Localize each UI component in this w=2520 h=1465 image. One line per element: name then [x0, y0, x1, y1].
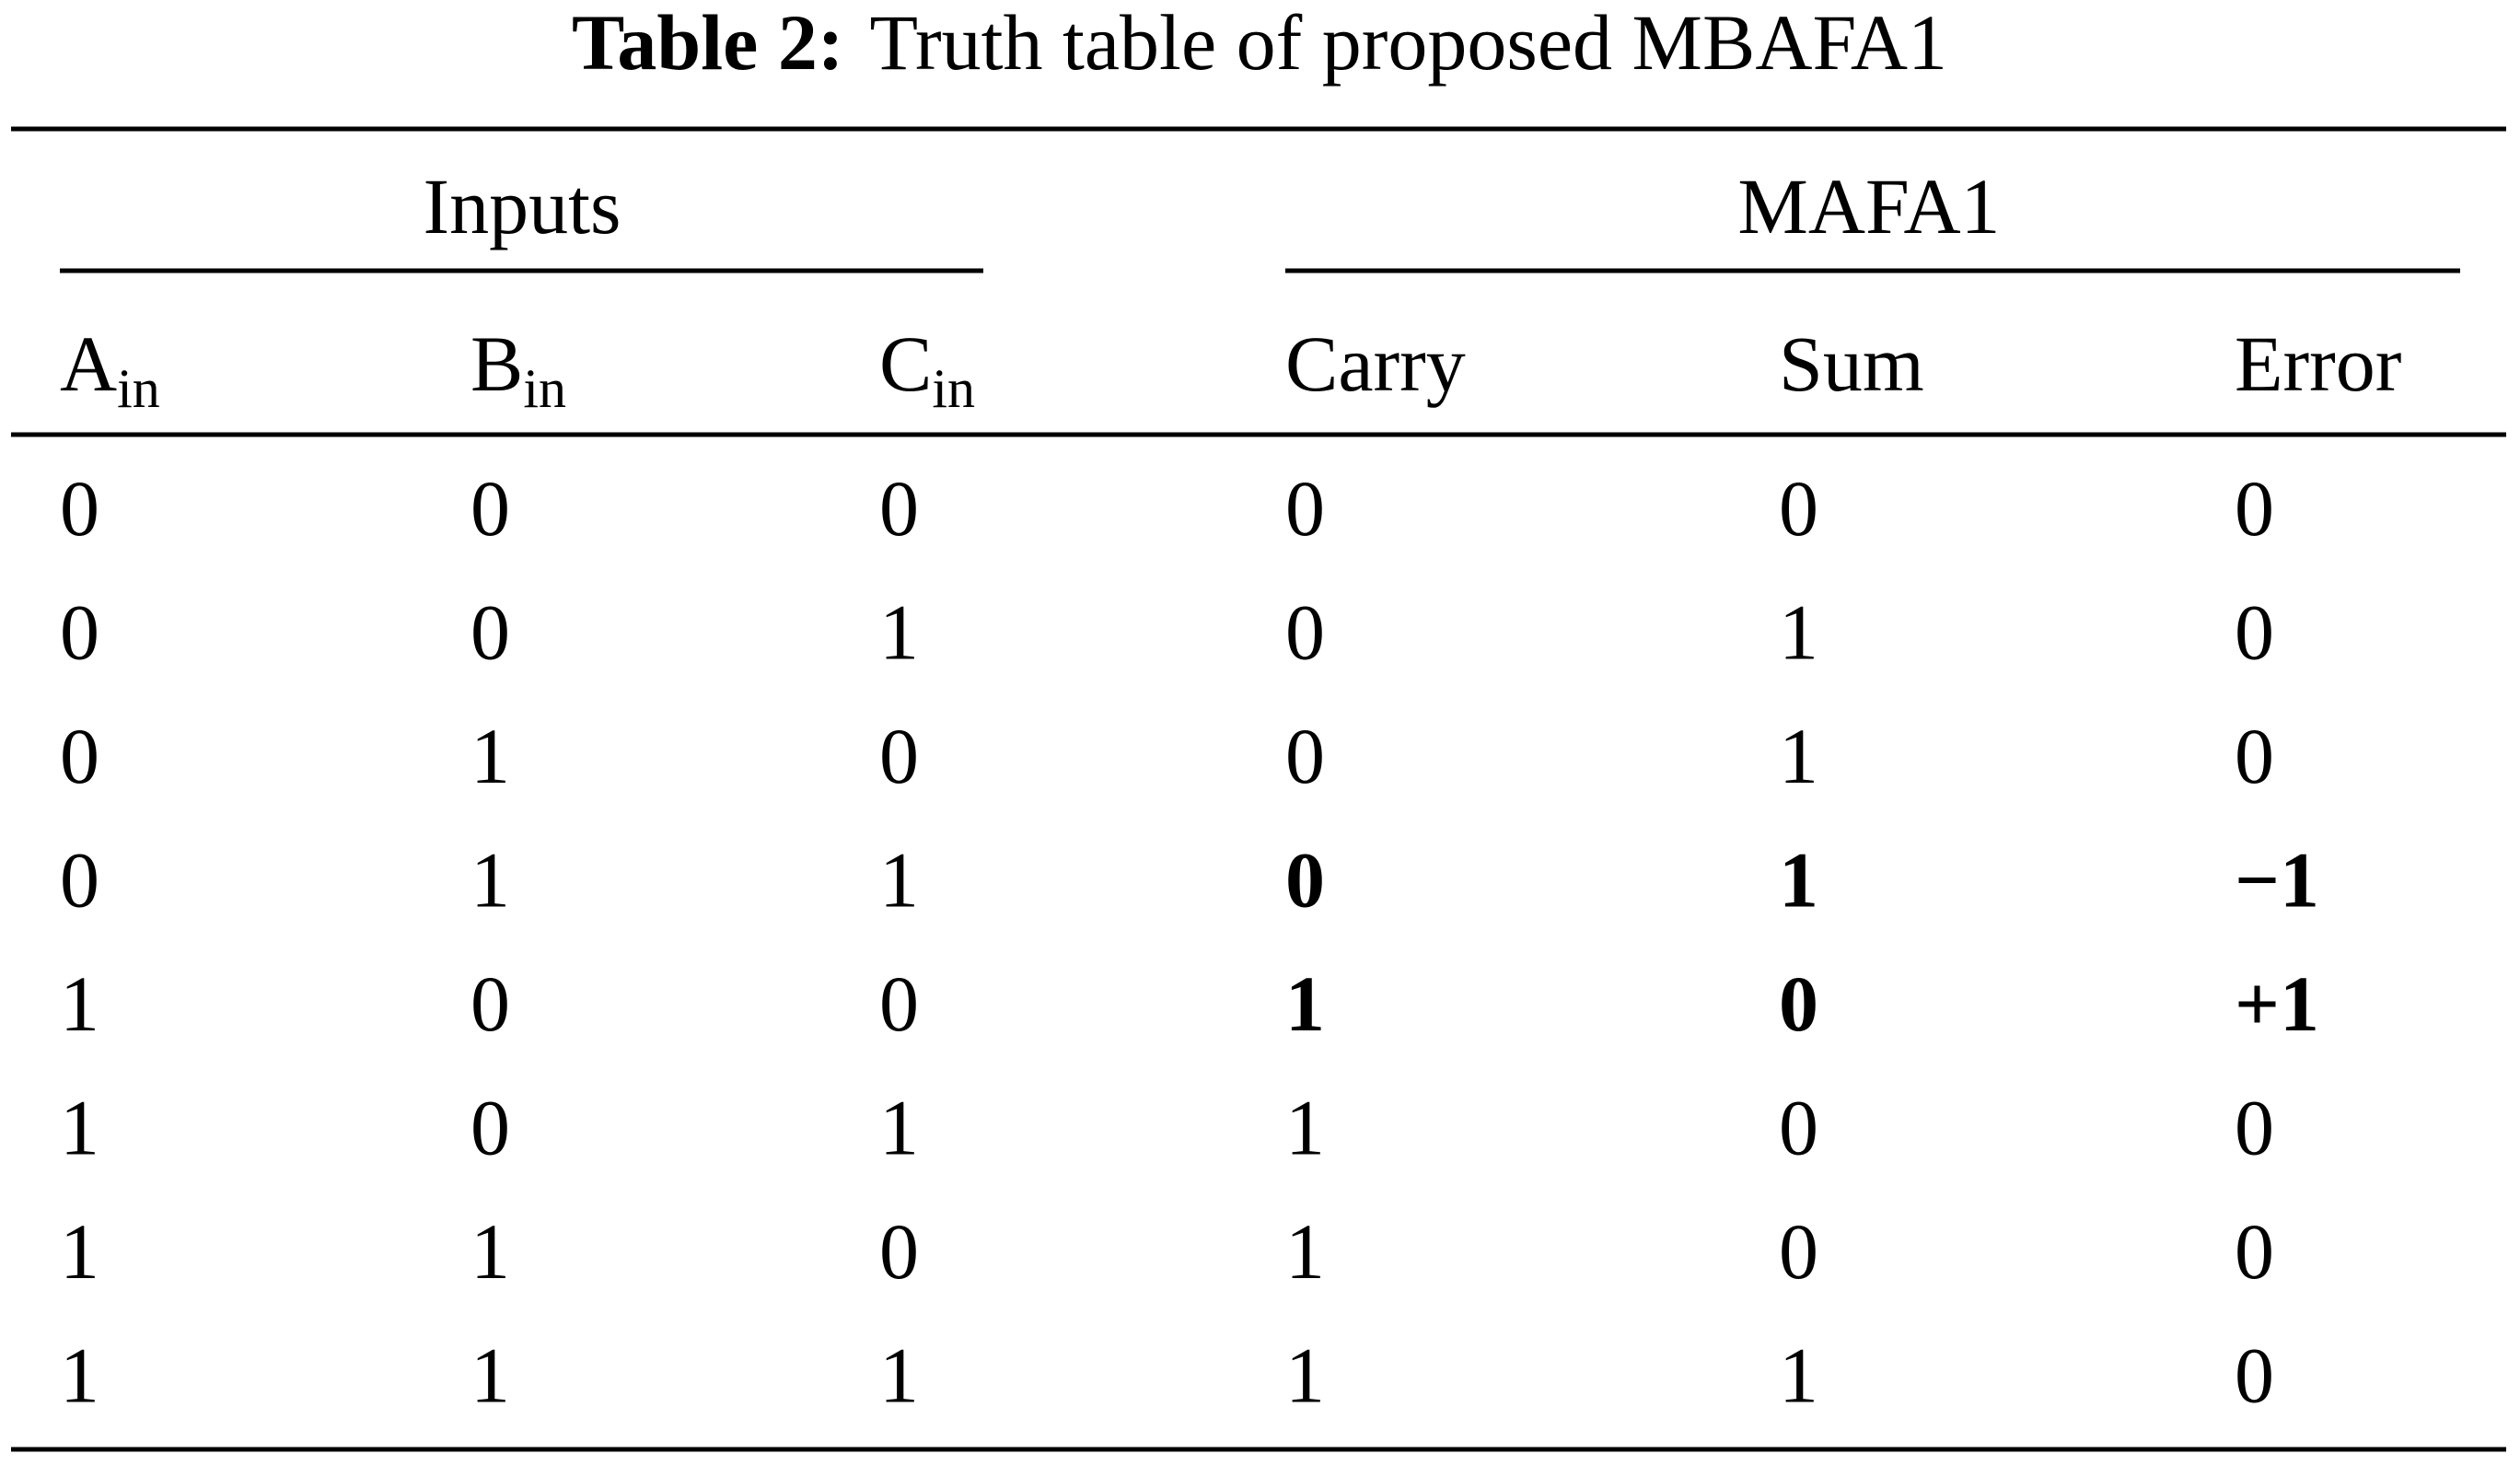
cell: 1 — [470, 712, 510, 800]
cell: 1 — [1285, 1207, 1325, 1296]
cell: 0 — [1779, 959, 1818, 1048]
column-header-sub: in — [932, 358, 975, 419]
column-header-main: Error — [2235, 320, 2401, 408]
column-header-main: Carry — [1285, 320, 1466, 408]
cell: 0 — [1285, 836, 1325, 924]
cell: 1 — [879, 1331, 919, 1420]
cell: 1 — [470, 1207, 510, 1296]
cell: 1 — [1285, 959, 1325, 1048]
cell: 0 — [60, 464, 99, 552]
column-header-main: C — [879, 320, 932, 408]
cell: 1 — [470, 1331, 510, 1420]
cell: 0 — [2235, 588, 2274, 677]
cell: 0 — [1779, 1084, 1818, 1172]
cell: 0 — [2235, 464, 2274, 552]
cell: 0 — [1285, 464, 1325, 552]
column-header: Carry — [1285, 320, 1466, 408]
column-header: Ain — [60, 320, 160, 419]
cell: 1 — [60, 959, 99, 1048]
cell: 1 — [1779, 588, 1818, 677]
cell: 1 — [60, 1084, 99, 1172]
column-header-main: B — [470, 320, 523, 408]
cell: 1 — [470, 836, 510, 924]
cell: 0 — [470, 464, 510, 552]
cell: 1 — [60, 1331, 99, 1420]
cell: 0 — [1285, 588, 1325, 677]
cell: 1 — [879, 588, 919, 677]
cell: 0 — [879, 1207, 919, 1296]
cell: 1 — [60, 1207, 99, 1296]
caption-label: Table 2: — [572, 0, 844, 87]
cell: −1 — [2235, 836, 2319, 924]
group-header: Inputs — [424, 162, 621, 250]
column-header-main: Sum — [1779, 320, 1924, 408]
cell: 1 — [1779, 836, 1818, 924]
cell: 1 — [1285, 1331, 1325, 1420]
column-header: Cin — [879, 320, 975, 419]
cell: 0 — [60, 712, 99, 800]
cell: 0 — [879, 959, 919, 1048]
column-header: Bin — [470, 320, 566, 419]
cell: 0 — [470, 1084, 510, 1172]
cell: 1 — [879, 836, 919, 924]
cell: 0 — [2235, 1207, 2274, 1296]
cell: 0 — [879, 464, 919, 552]
cell: +1 — [2235, 959, 2319, 1048]
cell: 0 — [2235, 712, 2274, 800]
cell: 1 — [879, 1084, 919, 1172]
cell: 0 — [60, 836, 99, 924]
cell: 1 — [1779, 712, 1818, 800]
cell: 0 — [470, 959, 510, 1048]
caption-title: Truth table of proposed MBAFA1 — [869, 0, 1947, 87]
cell: 0 — [879, 712, 919, 800]
caption: Table 2: Truth table of proposed MBAFA1 — [572, 0, 1947, 87]
cell: 0 — [1779, 1207, 1818, 1296]
column-header-sub: in — [523, 358, 566, 419]
cell: 0 — [470, 588, 510, 677]
column-header: Error — [2235, 320, 2401, 408]
cell: 0 — [2235, 1331, 2274, 1420]
column-header-main: A — [60, 320, 117, 408]
cell: 1 — [1285, 1084, 1325, 1172]
cell: 0 — [1779, 464, 1818, 552]
cell: 0 — [1285, 712, 1325, 800]
column-header: Sum — [1779, 320, 1924, 408]
cell: 0 — [60, 588, 99, 677]
cell: 0 — [2235, 1084, 2274, 1172]
group-header: MAFA1 — [1737, 162, 2000, 250]
cell: 1 — [1779, 1331, 1818, 1420]
column-header-sub: in — [117, 358, 160, 419]
